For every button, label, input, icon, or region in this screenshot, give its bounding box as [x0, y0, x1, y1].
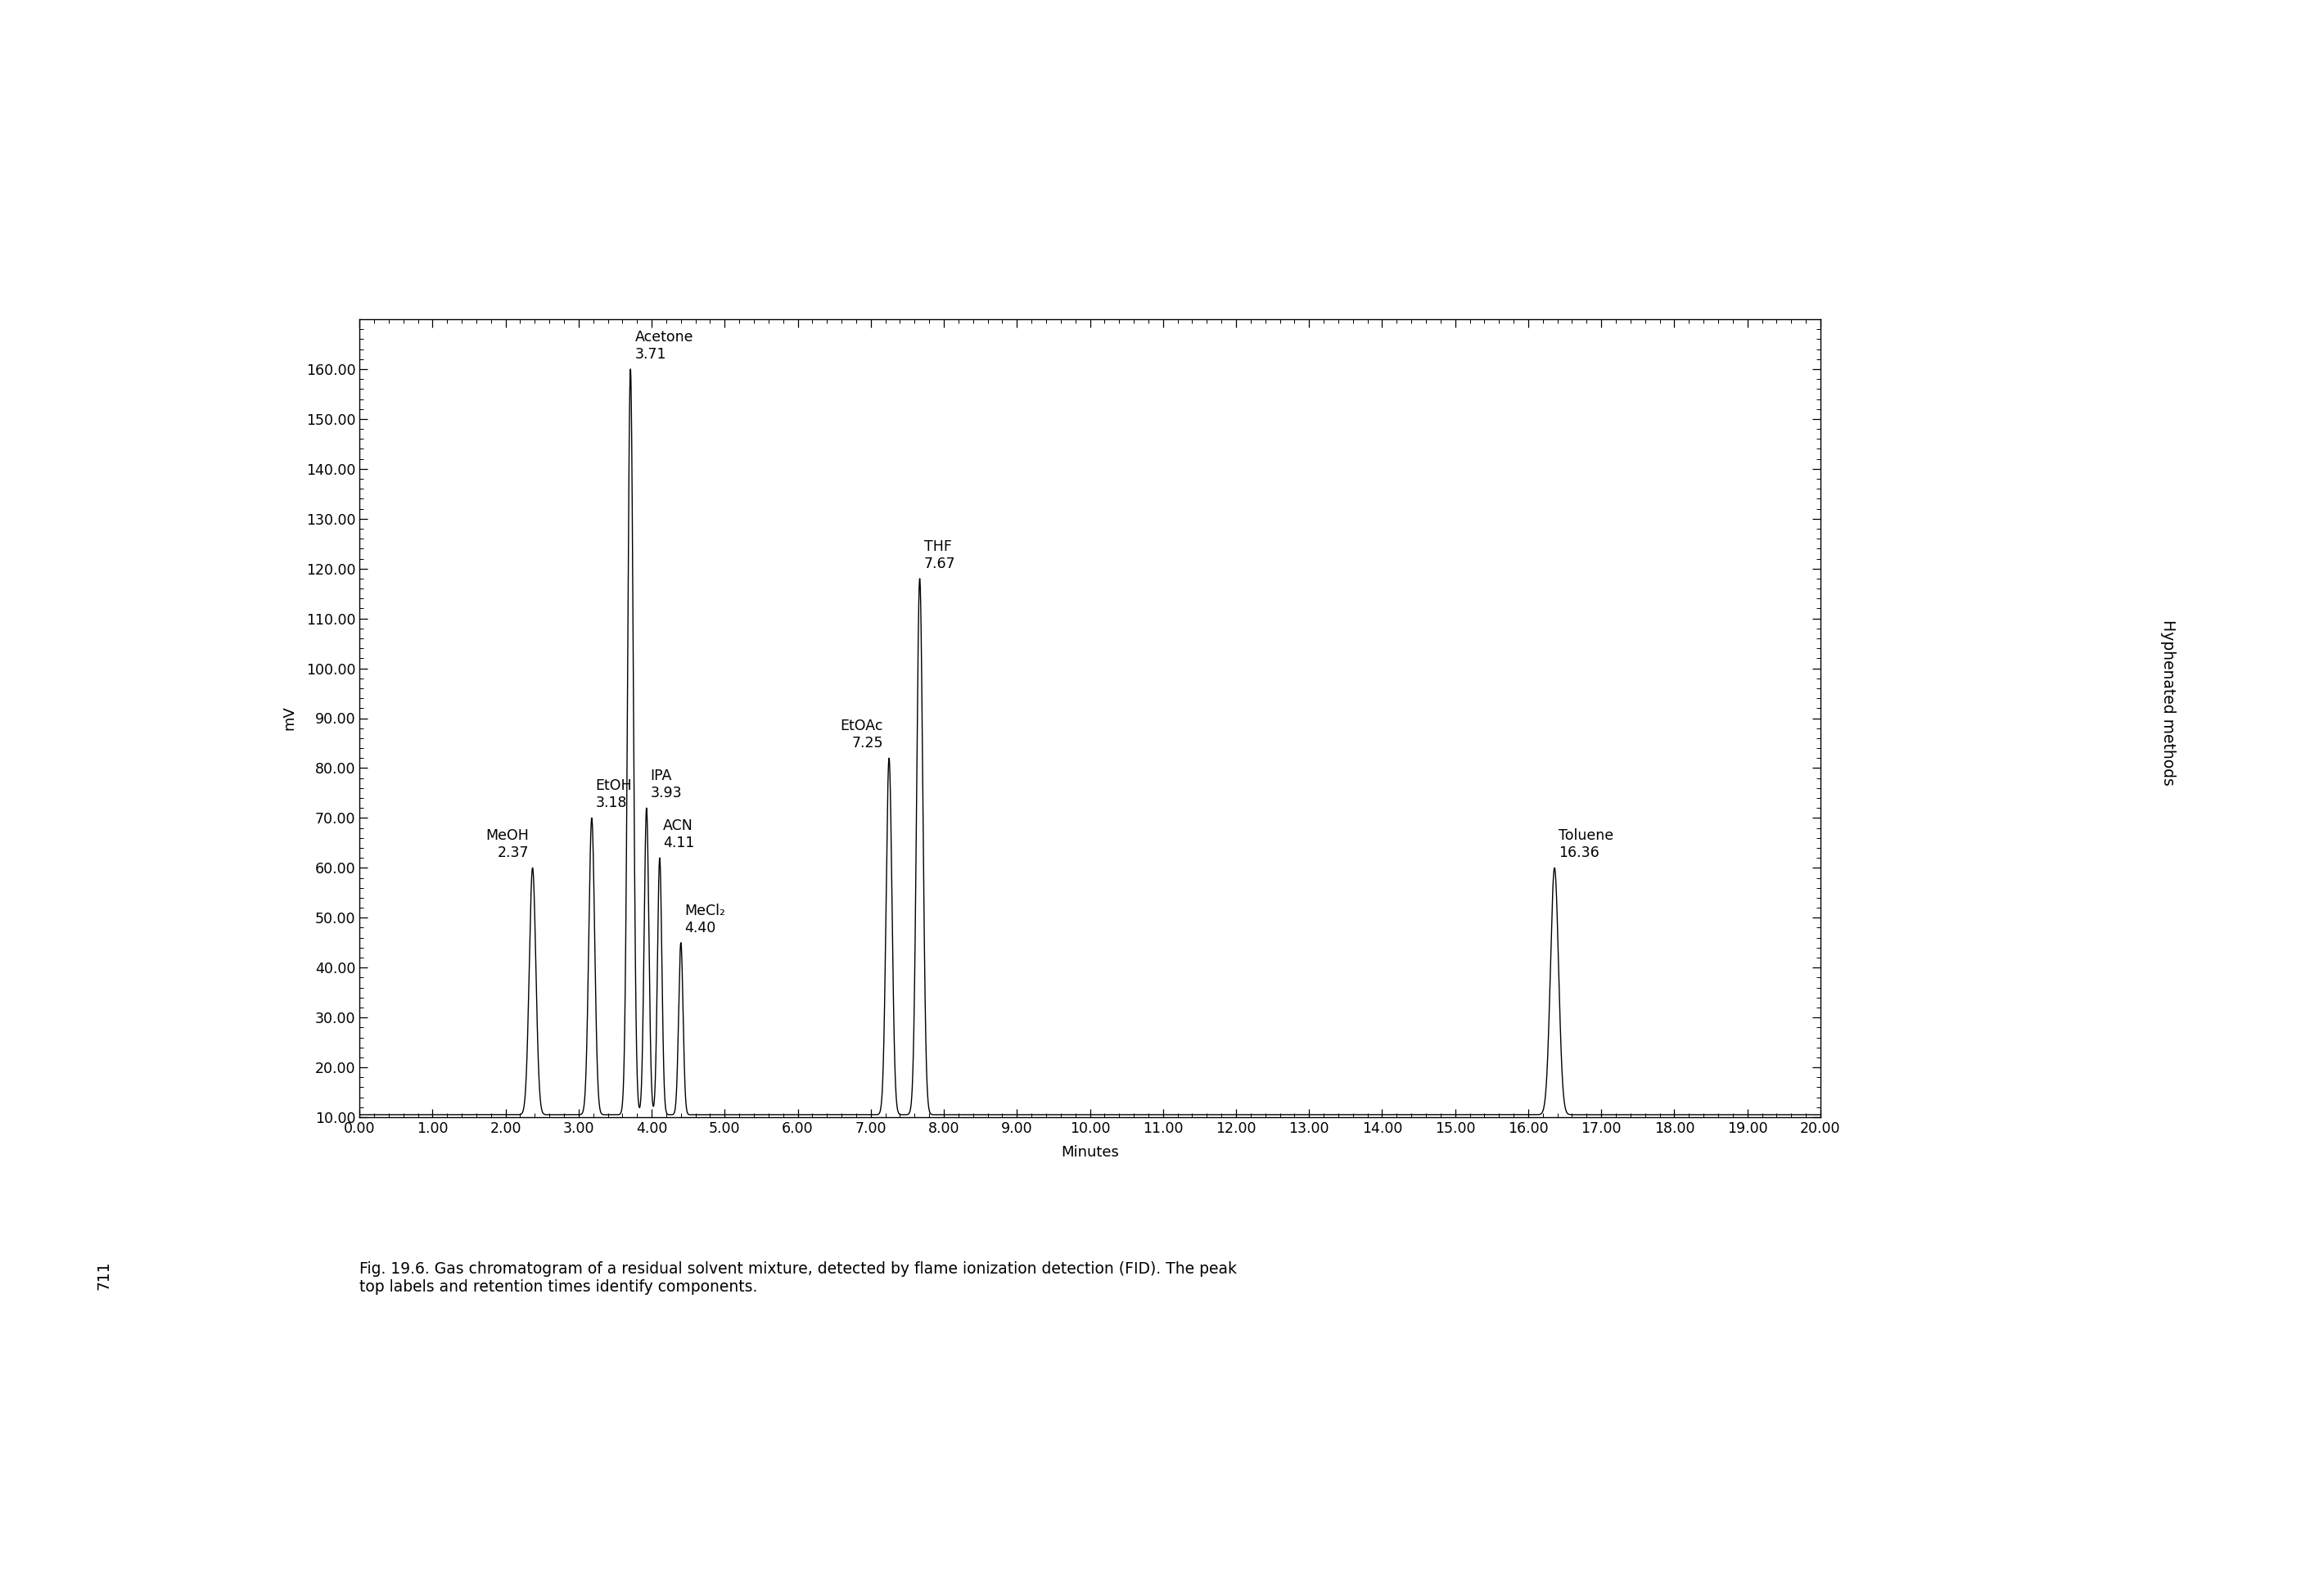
Text: Hyphenated methods: Hyphenated methods — [2161, 619, 2175, 785]
Text: Fig. 19.6. Gas chromatogram of a residual solvent mixture, detected by flame ion: Fig. 19.6. Gas chromatogram of a residua… — [359, 1261, 1236, 1294]
Y-axis label: mV: mV — [283, 705, 297, 731]
Text: Acetone
3.71: Acetone 3.71 — [635, 330, 693, 362]
Text: MeCl₂
4.40: MeCl₂ 4.40 — [684, 903, 726, 935]
X-axis label: Minutes: Minutes — [1060, 1144, 1120, 1160]
Text: Toluene
16.36: Toluene 16.36 — [1558, 828, 1614, 860]
Text: ACN
4.11: ACN 4.11 — [663, 819, 696, 851]
Text: EtOH
3.18: EtOH 3.18 — [596, 779, 631, 811]
Text: MeOH
2.37: MeOH 2.37 — [485, 828, 529, 860]
Text: IPA
3.93: IPA 3.93 — [649, 769, 682, 801]
Text: THF
7.67: THF 7.67 — [923, 539, 955, 571]
Text: EtOAc
7.25: EtOAc 7.25 — [839, 718, 884, 750]
Text: 711: 711 — [97, 1261, 111, 1290]
